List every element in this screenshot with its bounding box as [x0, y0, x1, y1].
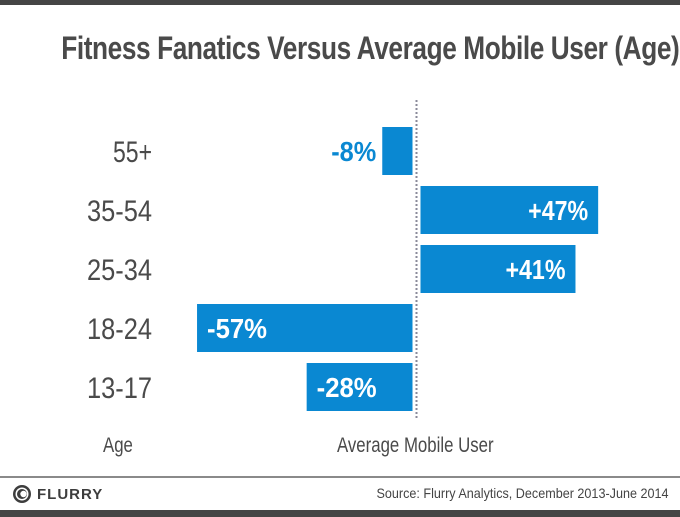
category-label: 35-54	[87, 195, 152, 228]
category-label: 13-17	[87, 372, 152, 405]
flurry-logo: FLURRY	[12, 484, 103, 504]
footer-divider	[0, 476, 680, 478]
chart-title: Fitness Fanatics Versus Average Mobile U…	[61, 30, 680, 66]
bar-13-17	[306, 363, 413, 411]
bar-35-54	[420, 186, 599, 234]
y-axis-label: Age	[103, 434, 133, 457]
bar-25-34	[420, 245, 576, 293]
brand-name: FLURRY	[37, 485, 104, 503]
category-label: 55+	[113, 136, 152, 169]
value-label: -28%	[317, 372, 377, 403]
bar-55+	[382, 127, 413, 175]
value-label: +47%	[528, 195, 588, 226]
source-note: Source: Flurry Analytics, December 2013-…	[375, 485, 668, 501]
category-label: 25-34	[87, 254, 152, 287]
bottom-border	[0, 510, 680, 517]
value-label: +41%	[505, 254, 565, 285]
value-label: -57%	[207, 313, 267, 344]
value-label: -8%	[331, 136, 376, 167]
flurry-logo-icon	[13, 485, 31, 503]
category-label: 18-24	[87, 313, 152, 346]
bar-18-24	[197, 304, 413, 352]
x-axis-label: Average Mobile User	[337, 434, 494, 457]
top-border	[0, 0, 680, 5]
